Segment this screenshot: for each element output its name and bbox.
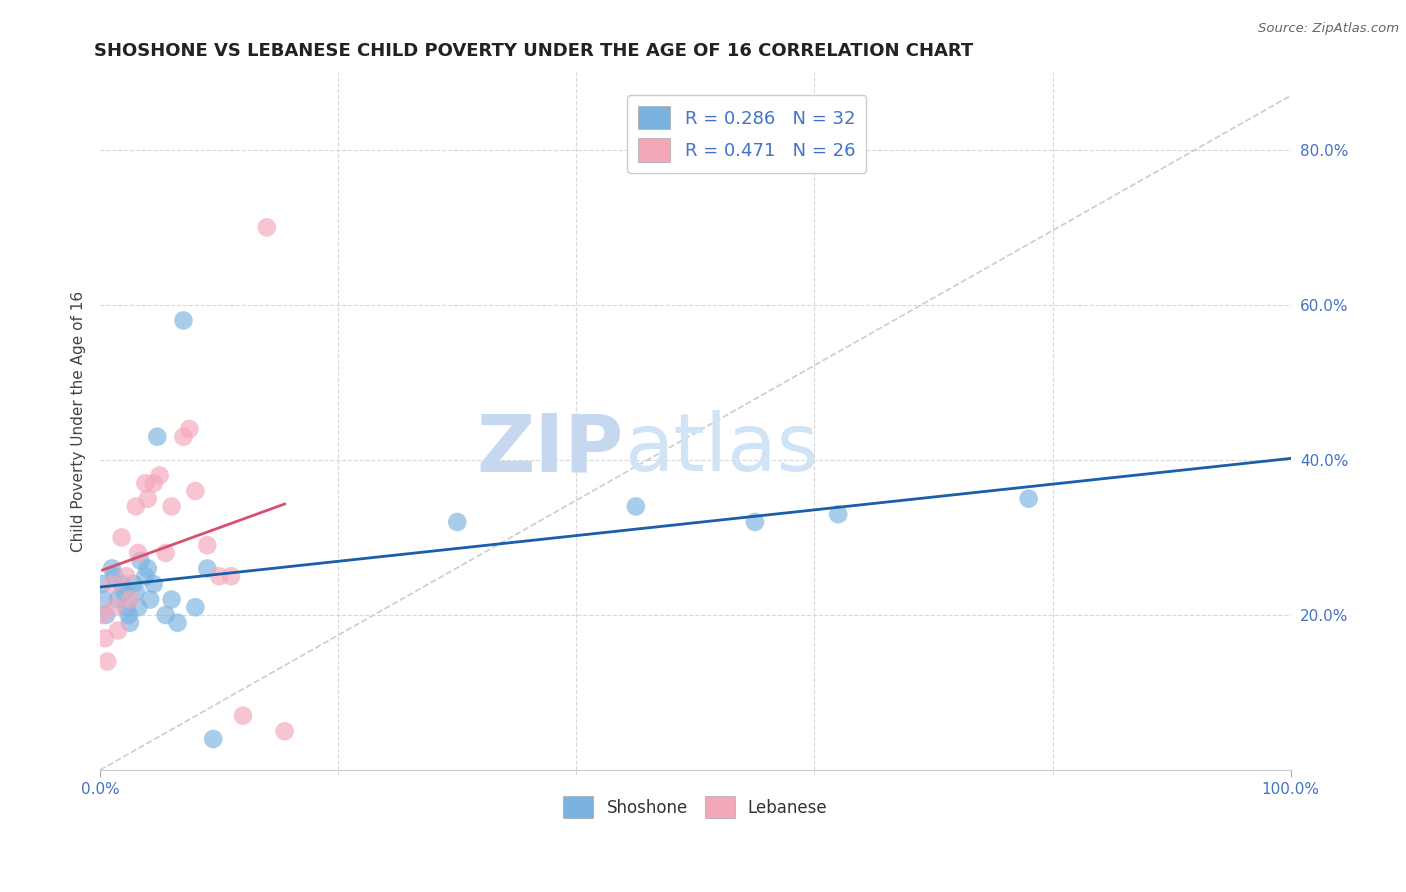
Point — [219, 569, 242, 583]
Point — [155, 607, 177, 622]
Point — [142, 476, 165, 491]
Point — [232, 708, 254, 723]
Point — [134, 569, 156, 583]
Point — [139, 592, 162, 607]
Point — [134, 476, 156, 491]
Legend: Shoshone, Lebanese: Shoshone, Lebanese — [557, 789, 834, 824]
Point — [110, 531, 132, 545]
Point — [827, 507, 849, 521]
Point — [446, 515, 468, 529]
Point — [195, 538, 218, 552]
Point — [107, 592, 129, 607]
Point — [129, 554, 152, 568]
Point — [125, 500, 148, 514]
Point — [256, 220, 278, 235]
Point — [101, 561, 124, 575]
Y-axis label: Child Poverty Under the Age of 16: Child Poverty Under the Age of 16 — [72, 291, 86, 552]
Point — [93, 592, 115, 607]
Point — [273, 724, 295, 739]
Point — [94, 607, 117, 622]
Text: Source: ZipAtlas.com: Source: ZipAtlas.com — [1258, 22, 1399, 36]
Point — [166, 615, 188, 630]
Point — [146, 430, 169, 444]
Point — [125, 584, 148, 599]
Text: SHOSHONE VS LEBANESE CHILD POVERTY UNDER THE AGE OF 16 CORRELATION CHART: SHOSHONE VS LEBANESE CHILD POVERTY UNDER… — [94, 42, 973, 60]
Point — [136, 561, 159, 575]
Point — [624, 500, 647, 514]
Text: ZIP: ZIP — [477, 410, 624, 488]
Point — [122, 577, 145, 591]
Point — [118, 615, 141, 630]
Point — [96, 655, 118, 669]
Point — [112, 584, 135, 599]
Point — [208, 569, 231, 583]
Point — [127, 600, 149, 615]
Point — [115, 569, 138, 583]
Point — [107, 624, 129, 638]
Point — [1018, 491, 1040, 506]
Point — [184, 600, 207, 615]
Point — [91, 577, 114, 591]
Point — [118, 607, 141, 622]
Point — [184, 483, 207, 498]
Text: atlas: atlas — [624, 410, 818, 488]
Point — [179, 422, 201, 436]
Point — [103, 600, 125, 615]
Point — [142, 577, 165, 591]
Point — [172, 430, 194, 444]
Point — [118, 592, 141, 607]
Point — [136, 491, 159, 506]
Point — [91, 607, 114, 622]
Point — [172, 313, 194, 327]
Point — [127, 546, 149, 560]
Point — [101, 577, 124, 591]
Point — [115, 600, 138, 615]
Point — [744, 515, 766, 529]
Point — [103, 569, 125, 583]
Point — [149, 468, 172, 483]
Point — [160, 500, 183, 514]
Point — [202, 731, 225, 746]
Point — [155, 546, 177, 560]
Point — [160, 592, 183, 607]
Point — [94, 632, 117, 646]
Point — [110, 577, 132, 591]
Point — [195, 561, 218, 575]
